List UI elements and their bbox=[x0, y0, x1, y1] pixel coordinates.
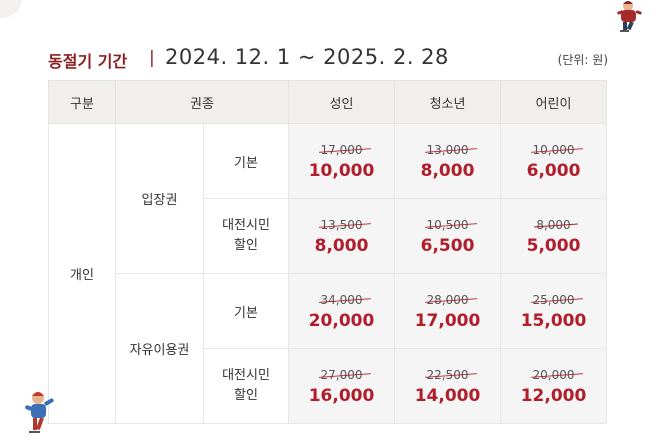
original-price: 13,500 bbox=[320, 217, 363, 232]
section-label: 입장권 bbox=[115, 123, 204, 274]
table-row: 대전시민 할인 27,000 16,000 22,500 14,000 20,0… bbox=[49, 348, 608, 424]
discount-price: 14,000 bbox=[414, 385, 481, 406]
original-price: 25,000 bbox=[532, 292, 575, 307]
original-price: 20,000 bbox=[532, 367, 575, 382]
original-price: 17,000 bbox=[320, 142, 363, 157]
ticket-type-label: 대전시민 할인 bbox=[202, 198, 290, 274]
section-label: 자유이용권 bbox=[115, 273, 204, 424]
price-cell-adult: 13,500 8,000 bbox=[288, 198, 396, 274]
original-price: 13,000 bbox=[426, 142, 469, 157]
type-label: 기본 bbox=[234, 305, 258, 321]
price-table: 구분 권종 성인 청소년 어린이 개인 입장권 기본 17,000 10,000… bbox=[48, 80, 608, 424]
price-cell-child: 8,000 5,000 bbox=[500, 198, 608, 274]
original-price: 22,500 bbox=[426, 367, 469, 382]
original-price: 28,000 bbox=[426, 292, 469, 307]
discount-price: 8,000 bbox=[314, 235, 369, 256]
ticket-type-label: 기본 bbox=[202, 123, 290, 199]
price-cell-youth: 13,000 8,000 bbox=[394, 123, 502, 199]
type-label-line2: 할인 bbox=[234, 388, 258, 403]
header-youth: 청소년 bbox=[394, 80, 502, 124]
skater-character-icon bbox=[22, 388, 62, 438]
corner-decoration bbox=[0, 0, 22, 18]
header-adult: 성인 bbox=[288, 80, 396, 124]
original-price: 34,000 bbox=[320, 292, 363, 307]
original-price: 10,000 bbox=[532, 142, 575, 157]
table-header-row: 구분 권종 성인 청소년 어린이 bbox=[48, 80, 608, 124]
season-label: 동절기 기간 bbox=[48, 52, 128, 71]
price-cell-adult: 27,000 16,000 bbox=[288, 348, 396, 424]
price-cell-child: 25,000 15,000 bbox=[500, 273, 608, 349]
table-row: 자유이용권 기본 34,000 20,000 28,000 17,000 25,… bbox=[49, 273, 608, 424]
price-cell-youth: 10,500 6,500 bbox=[394, 198, 502, 274]
season-dates: 2024. 12. 1 ~ 2025. 2. 28 bbox=[165, 45, 449, 69]
ticket-type-label: 대전시민 할인 bbox=[202, 348, 290, 424]
discount-price: 16,000 bbox=[308, 385, 375, 406]
header-child: 어린이 bbox=[500, 80, 608, 124]
discount-price: 6,000 bbox=[526, 160, 581, 181]
season-header: 동절기 기간 | 2024. 12. 1 ~ 2025. 2. 28 (단위: … bbox=[48, 44, 608, 76]
table-row: 대전시민 할인 13,500 8,000 10,500 6,500 8,000 … bbox=[49, 198, 608, 274]
title-divider: | bbox=[149, 48, 155, 68]
price-cell-adult: 17,000 10,000 bbox=[288, 123, 396, 199]
discount-price: 10,000 bbox=[308, 160, 375, 181]
header-ticket-type: 권종 bbox=[114, 80, 290, 124]
price-cell-youth: 22,500 14,000 bbox=[394, 348, 502, 424]
price-cell-youth: 28,000 17,000 bbox=[394, 273, 502, 349]
table-row: 개인 입장권 기본 17,000 10,000 13,000 8,000 10,… bbox=[48, 123, 608, 424]
price-cell-child: 20,000 12,000 bbox=[500, 348, 608, 424]
original-price: 27,000 bbox=[320, 367, 363, 382]
header-category: 구분 bbox=[48, 80, 116, 124]
discount-price: 8,000 bbox=[420, 160, 475, 181]
discount-price: 12,000 bbox=[520, 385, 587, 406]
type-label-line1: 대전시민 bbox=[222, 218, 270, 233]
discount-price: 20,000 bbox=[308, 310, 375, 331]
group-label: 개인 bbox=[48, 123, 116, 424]
price-cell-adult: 34,000 20,000 bbox=[288, 273, 396, 349]
original-price: 10,500 bbox=[426, 217, 469, 232]
type-label: 기본 bbox=[234, 155, 258, 171]
unit-note: (단위: 원) bbox=[557, 53, 608, 67]
discount-price: 15,000 bbox=[520, 310, 587, 331]
type-label-line1: 대전시민 bbox=[222, 368, 270, 383]
ticket-type-label: 기본 bbox=[202, 273, 290, 349]
discount-price: 6,500 bbox=[420, 235, 475, 256]
price-cell-child: 10,000 6,000 bbox=[500, 123, 608, 199]
skater-character-icon bbox=[608, 0, 652, 34]
type-label-line2: 할인 bbox=[234, 238, 258, 253]
discount-price: 5,000 bbox=[526, 235, 581, 256]
discount-price: 17,000 bbox=[414, 310, 481, 331]
original-price: 8,000 bbox=[536, 217, 571, 232]
